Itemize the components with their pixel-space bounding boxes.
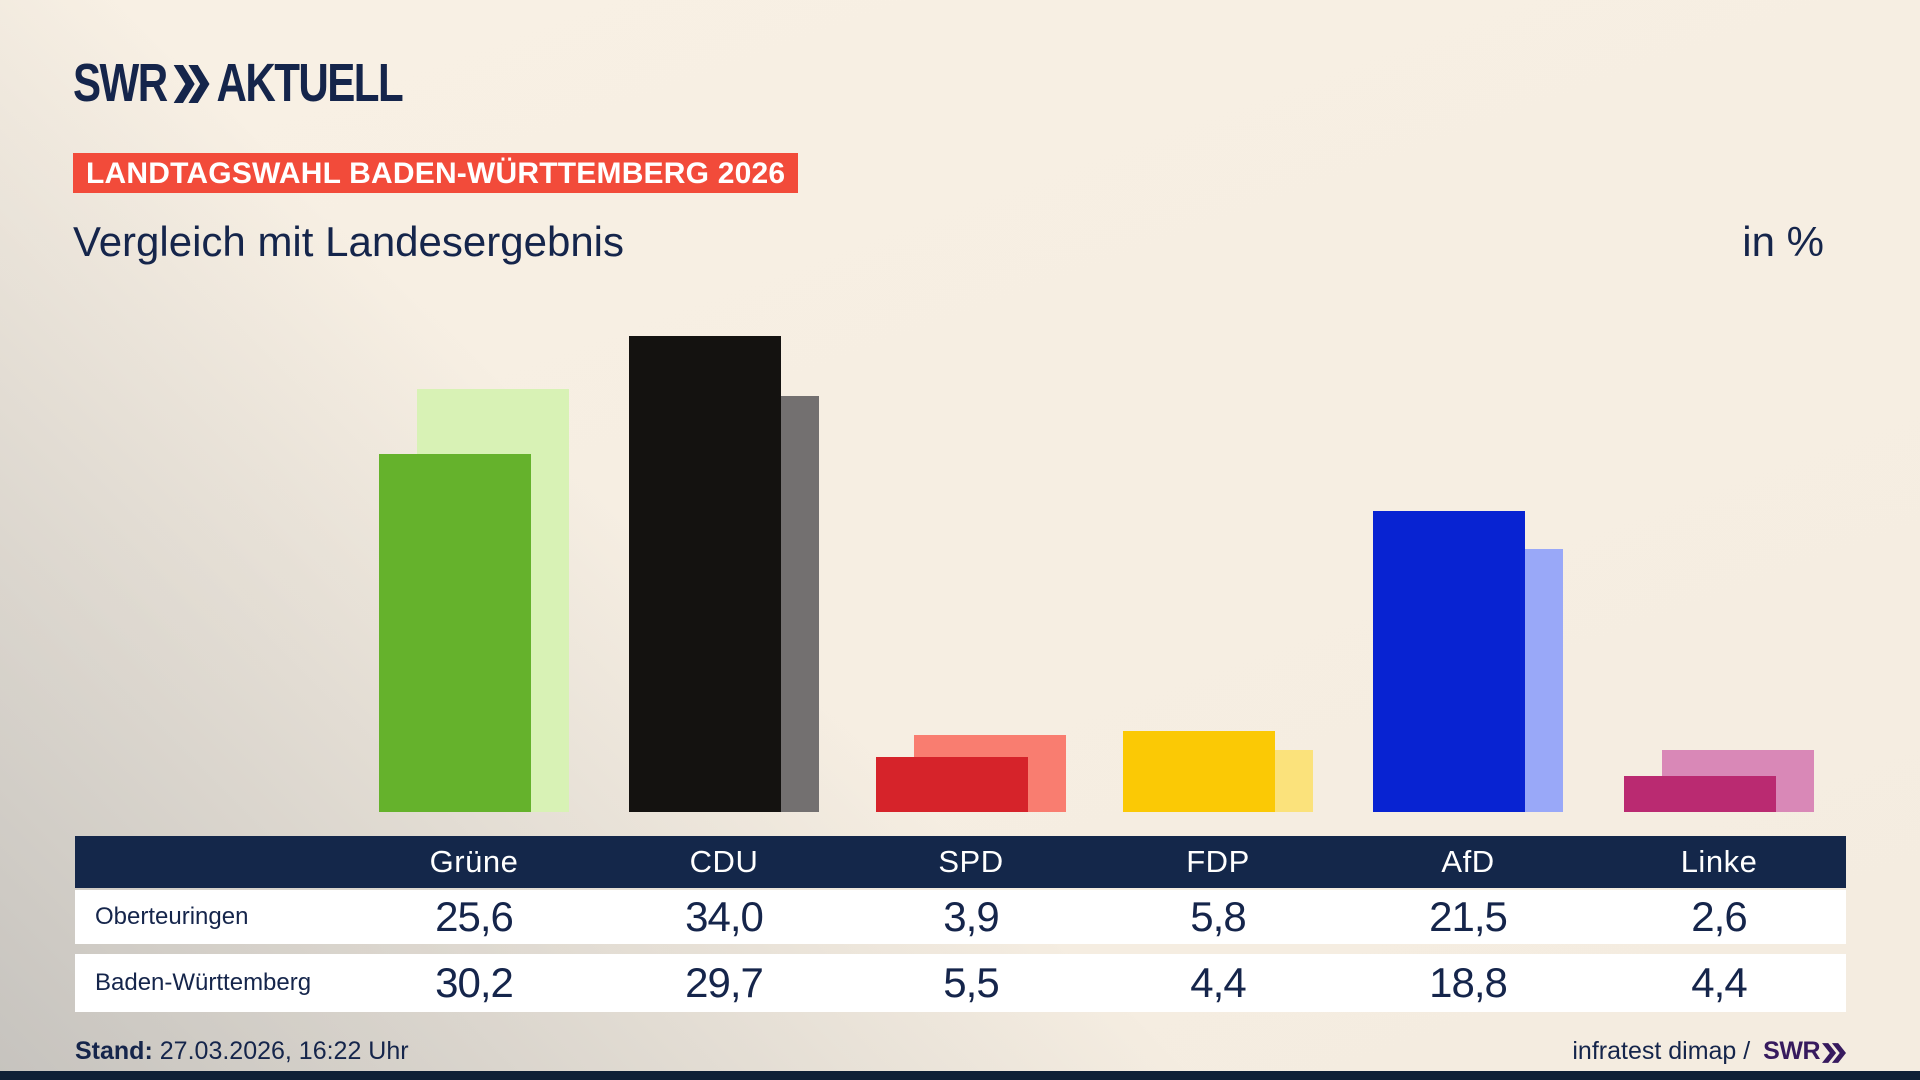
bar-oberteuringen-fdp (1123, 731, 1275, 812)
table-value: 5,5 (943, 959, 999, 1006)
stand-value: 27.03.2026, 16:22 Uhr (159, 1037, 409, 1065)
bar-oberteuringen-afd (1373, 511, 1525, 812)
table-value: 4,4 (1691, 959, 1747, 1006)
bar-oberteuringen-cdu (629, 336, 781, 812)
column-header: CDU (689, 844, 759, 879)
table-row-oberteuringen: Oberteuringen 25,6 34,0 3,9 5,8 21,5 2,6 (75, 890, 1846, 944)
results-table: Grüne CDU SPD FDP AfD Linke Oberteuringe… (75, 836, 1846, 1012)
column-header: Linke (1680, 844, 1758, 879)
table-value: 2,6 (1691, 893, 1747, 940)
title-row: Vergleich mit Landesergebnis in % (73, 218, 1824, 266)
chart-title: Vergleich mit Landesergebnis (73, 218, 625, 265)
table-value: 4,4 (1190, 959, 1246, 1006)
source-text: infratest dimap / (1572, 1037, 1758, 1065)
table-value: 29,7 (685, 959, 764, 1006)
bar-oberteuringen-grüne (379, 454, 531, 812)
unit-label: in % (1742, 218, 1824, 265)
table-value: 25,6 (435, 893, 514, 940)
table-value: 21,5 (1429, 893, 1508, 940)
column-header: SPD (938, 844, 1004, 879)
row-label: Oberteuringen (95, 903, 249, 930)
table-row-baden-wuerttemberg: Baden-Württemberg 30,2 29,7 5,5 4,4 18,8… (75, 954, 1846, 1012)
column-header: AfD (1441, 844, 1495, 879)
column-header: FDP (1186, 844, 1250, 879)
column-header: Grüne (429, 844, 519, 879)
bottom-bar (0, 1071, 1920, 1080)
source-chevron-icon (1822, 1042, 1846, 1063)
source-brand: SWR (1763, 1037, 1820, 1065)
bar-oberteuringen-spd (876, 757, 1028, 812)
table-value: 5,8 (1190, 893, 1246, 940)
logo-double-chevron-icon (173, 65, 210, 103)
election-badge: LANDTAGSWAHL BADEN-WÜRTTEMBERG 2026 (73, 153, 799, 193)
swr-aktuell-logo: SWR AKTUELL (73, 53, 404, 113)
timestamp: Stand: 27.03.2026, 16:22 Uhr (75, 1037, 409, 1066)
table-value: 34,0 (685, 893, 764, 940)
table-value: 3,9 (943, 893, 999, 940)
stand-label: Stand: (75, 1037, 153, 1065)
row-label: Baden-Württemberg (95, 969, 312, 996)
table-header: Grüne CDU SPD FDP AfD Linke (75, 836, 1846, 888)
logo-swr-text: SWR (73, 53, 168, 113)
source-credit: infratest dimap / SWR (1572, 1037, 1846, 1066)
table-value: 30,2 (435, 959, 514, 1006)
logo-aktuell-text: AKTUELL (216, 53, 404, 113)
table-value: 18,8 (1429, 959, 1508, 1006)
bar-oberteuringen-linke (1624, 776, 1776, 812)
